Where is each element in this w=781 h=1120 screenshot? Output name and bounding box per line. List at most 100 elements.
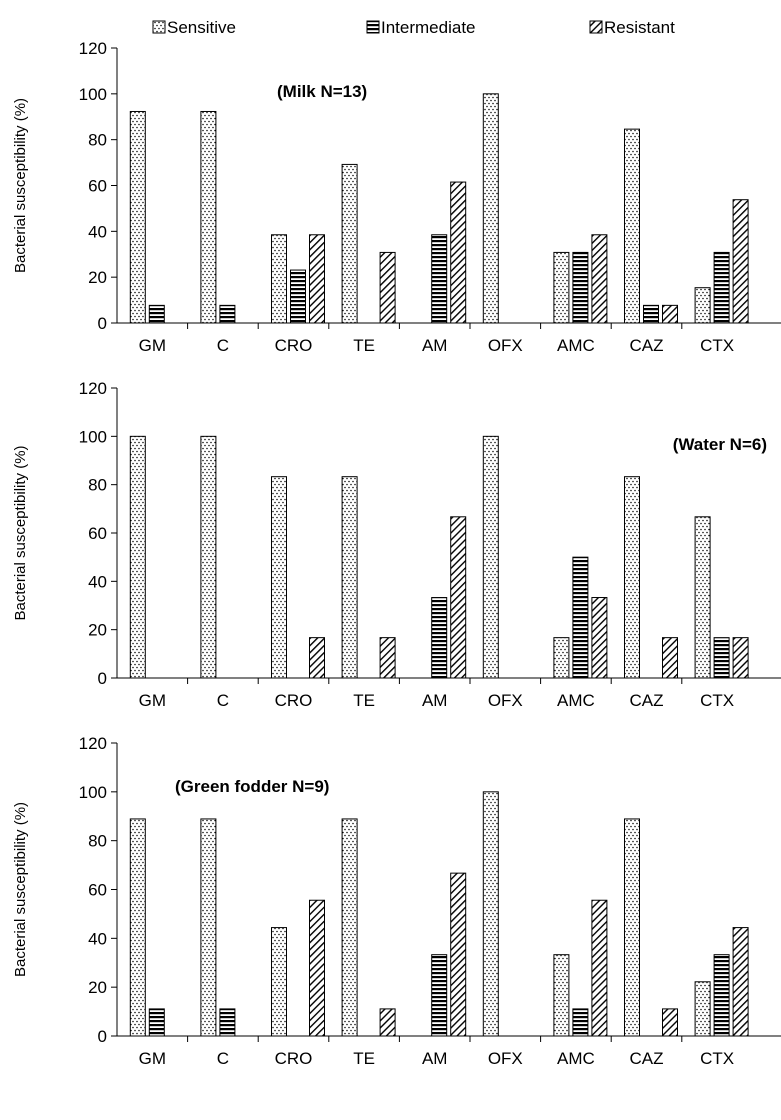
panel-title: (Water N=6) bbox=[673, 435, 767, 454]
bar-sensitive-cro bbox=[271, 476, 287, 679]
bar-intermediate-am bbox=[431, 234, 448, 324]
y-tick-label: 40 bbox=[88, 929, 107, 948]
bar-resistant-te bbox=[379, 637, 396, 679]
bar-sensitive-amc bbox=[553, 954, 570, 1037]
x-tick-label: GM bbox=[139, 691, 166, 710]
x-tick-label: AMC bbox=[557, 1049, 595, 1068]
y-axis-label: Bacterial susceptibility (%) bbox=[12, 445, 29, 620]
bar-sensitive-gm bbox=[129, 435, 146, 679]
legend-item-resistant: Resistant bbox=[589, 18, 675, 37]
y-tick-label: 100 bbox=[79, 85, 107, 104]
bar-intermediate-caz bbox=[643, 304, 659, 324]
x-tick-label: C bbox=[217, 691, 229, 710]
bar-intermediate-am bbox=[431, 954, 448, 1037]
x-tick-label: C bbox=[217, 1049, 229, 1068]
bar-resistant-caz bbox=[662, 304, 678, 324]
x-tick-label: C bbox=[217, 336, 229, 355]
x-tick-label: CAZ bbox=[630, 1049, 664, 1068]
y-tick-label: 60 bbox=[88, 524, 107, 543]
bar-resistant-cro bbox=[309, 899, 325, 1037]
legend-swatch-sensitive bbox=[152, 20, 166, 34]
bar-intermediate-ctx bbox=[713, 251, 730, 324]
x-tick-label: CRO bbox=[275, 691, 313, 710]
panel-water: 0 20 40 60 80 100 120 Bacterial susceptibility … bbox=[12, 379, 781, 710]
bar-sensitive-ctx bbox=[694, 981, 711, 1037]
x-tick-label: AM bbox=[422, 336, 448, 355]
bar-sensitive-c bbox=[200, 435, 217, 679]
bar-sensitive-te bbox=[341, 818, 358, 1037]
bar-intermediate-gm bbox=[148, 1008, 165, 1037]
bar-sensitive-c bbox=[200, 818, 217, 1037]
bar-intermediate-amc bbox=[572, 556, 589, 679]
legend: Sensitive Intermediate Resistant bbox=[152, 18, 675, 37]
bar-resistant-caz bbox=[662, 637, 678, 679]
y-axis-label: Bacterial susceptibility (%) bbox=[12, 98, 29, 273]
bar-sensitive-c bbox=[200, 110, 217, 324]
x-tick-label: CRO bbox=[275, 1049, 313, 1068]
bar-sensitive-amc bbox=[553, 251, 570, 324]
x-tick-label: AM bbox=[422, 691, 448, 710]
x-tick-label: OFX bbox=[488, 691, 523, 710]
bar-resistant-cro bbox=[309, 637, 325, 679]
bar-sensitive-caz bbox=[624, 818, 640, 1037]
legend-label-intermediate: Intermediate bbox=[381, 18, 476, 37]
y-tick-label: 20 bbox=[88, 621, 107, 640]
bar-intermediate-ctx bbox=[713, 954, 730, 1037]
x-tick-label: TE bbox=[353, 336, 375, 355]
bar-intermediate-am bbox=[431, 597, 448, 679]
y-tick-label: 100 bbox=[79, 783, 107, 802]
x-tick-label: CAZ bbox=[630, 691, 664, 710]
y-tick-label: 0 bbox=[98, 1027, 107, 1046]
y-tick-label: 100 bbox=[79, 427, 107, 446]
bar-resistant-caz bbox=[662, 1008, 678, 1037]
bar-sensitive-amc bbox=[553, 637, 570, 679]
y-axis-label: Bacterial susceptibility (%) bbox=[12, 802, 29, 977]
x-tick-label: AMC bbox=[557, 691, 595, 710]
x-tick-label: CTX bbox=[700, 691, 734, 710]
y-tick-label: 40 bbox=[88, 572, 107, 591]
x-tick-label: OFX bbox=[488, 336, 523, 355]
bar-intermediate-gm bbox=[148, 304, 165, 324]
bar-sensitive-ctx bbox=[694, 516, 711, 679]
x-tick-label: CAZ bbox=[630, 336, 664, 355]
bar-sensitive-caz bbox=[624, 128, 640, 324]
bar-resistant-ctx bbox=[732, 637, 749, 679]
y-tick-label: 120 bbox=[79, 379, 107, 398]
panel-green-fodder: 0 20 40 60 80 100 120 Bacterial susceptibility … bbox=[12, 734, 781, 1068]
bar-resistant-am bbox=[450, 181, 467, 324]
y-tick-label: 80 bbox=[88, 476, 107, 495]
bar-resistant-am bbox=[450, 516, 467, 679]
bar-intermediate-amc bbox=[572, 251, 589, 324]
y-tick-label: 20 bbox=[88, 978, 107, 997]
y-tick-label: 120 bbox=[79, 734, 107, 753]
x-tick-label: OFX bbox=[488, 1049, 523, 1068]
panel-milk: 0 20 40 60 80 100 120 Bacterial susceptibility … bbox=[12, 39, 781, 355]
x-tick-label: AM bbox=[422, 1049, 448, 1068]
y-tick-label: 0 bbox=[98, 314, 107, 333]
bar-intermediate-c bbox=[219, 304, 236, 324]
bar-sensitive-gm bbox=[129, 110, 146, 324]
bar-sensitive-ctx bbox=[694, 287, 711, 324]
bar-resistant-amc bbox=[591, 597, 608, 679]
panel-title: (Green fodder N=9) bbox=[175, 777, 329, 796]
y-tick-label: 60 bbox=[88, 177, 107, 196]
bar-sensitive-ofx bbox=[482, 791, 499, 1037]
bar-sensitive-caz bbox=[624, 476, 640, 679]
bar-resistant-ctx bbox=[732, 199, 749, 324]
x-tick-label: TE bbox=[353, 691, 375, 710]
legend-swatch-resistant bbox=[589, 20, 603, 34]
legend-item-sensitive: Sensitive bbox=[152, 18, 236, 37]
bar-sensitive-ofx bbox=[482, 435, 499, 679]
x-tick-label: GM bbox=[139, 336, 166, 355]
bar-resistant-am bbox=[450, 872, 467, 1037]
bar-sensitive-te bbox=[341, 476, 358, 679]
legend-label-sensitive: Sensitive bbox=[167, 18, 236, 37]
bar-resistant-amc bbox=[591, 234, 608, 324]
bar-sensitive-ofx bbox=[482, 93, 499, 324]
y-tick-label: 80 bbox=[88, 832, 107, 851]
bar-intermediate-ctx bbox=[713, 637, 730, 679]
y-tick-label: 60 bbox=[88, 881, 107, 900]
bar-sensitive-gm bbox=[129, 818, 146, 1037]
x-tick-label: TE bbox=[353, 1049, 375, 1068]
